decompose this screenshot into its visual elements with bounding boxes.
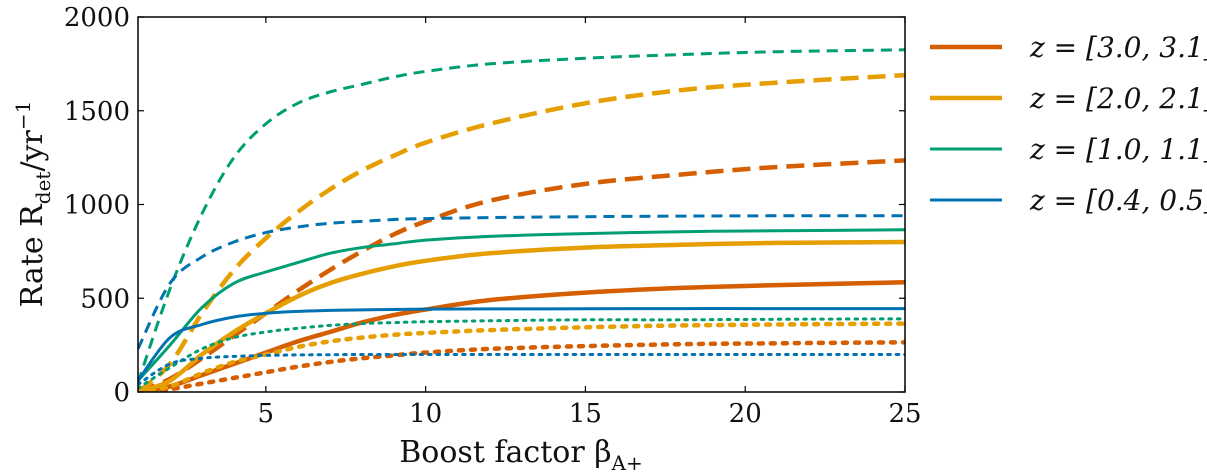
series-0-dashed-line xyxy=(138,158,905,392)
legend-label-3: z = [0.4, 0.5] xyxy=(1029,184,1207,217)
series-0-solid-line xyxy=(138,280,905,392)
y-tick-label: 1000 xyxy=(64,191,130,221)
legend-label-1: z = [2.0, 2.1] xyxy=(1029,82,1207,115)
x-tick-label: 25 xyxy=(888,399,921,429)
y-tick-label: 500 xyxy=(80,284,130,314)
series-2-dotted-line xyxy=(138,317,905,390)
plot-frame xyxy=(137,16,906,393)
series-layer xyxy=(138,48,905,392)
series-3-solid-line xyxy=(138,307,905,382)
ticks-layer: 5 10 15 20 25 0 500 1000 1500 2000 xyxy=(64,3,922,429)
series-2-dashed-line xyxy=(138,48,905,384)
series-1-dotted-line xyxy=(138,321,905,392)
x-tick-label: 5 xyxy=(258,399,275,429)
y-tick-label: 0 xyxy=(113,378,130,408)
series-2-solid-line xyxy=(138,228,905,382)
series-1-dashed-line xyxy=(138,72,905,392)
y-tick-label: 1500 xyxy=(64,97,130,127)
series-3-dashed-line xyxy=(138,214,905,350)
x-axis-label: Boost factor βA+ xyxy=(399,435,643,472)
series-0-dotted-line xyxy=(138,340,905,392)
legend-label-2: z = [1.0, 1.1] xyxy=(1029,133,1207,166)
series-1-solid-line xyxy=(138,239,905,392)
y-tick-label: 2000 xyxy=(64,3,130,33)
legend-label-0: z = [3.0, 3.1] xyxy=(1029,31,1207,64)
x-tick-label: 15 xyxy=(569,399,602,429)
y-axis-label: Rate Rdet/yr−1 xyxy=(11,101,55,308)
x-tick-label: 10 xyxy=(409,399,442,429)
x-tick-label: 20 xyxy=(729,399,762,429)
series-3-dotted-line xyxy=(138,352,905,386)
legend: z = [3.0, 3.1] z = [2.0, 2.1] z = [1.0, 1.… xyxy=(930,31,1207,217)
